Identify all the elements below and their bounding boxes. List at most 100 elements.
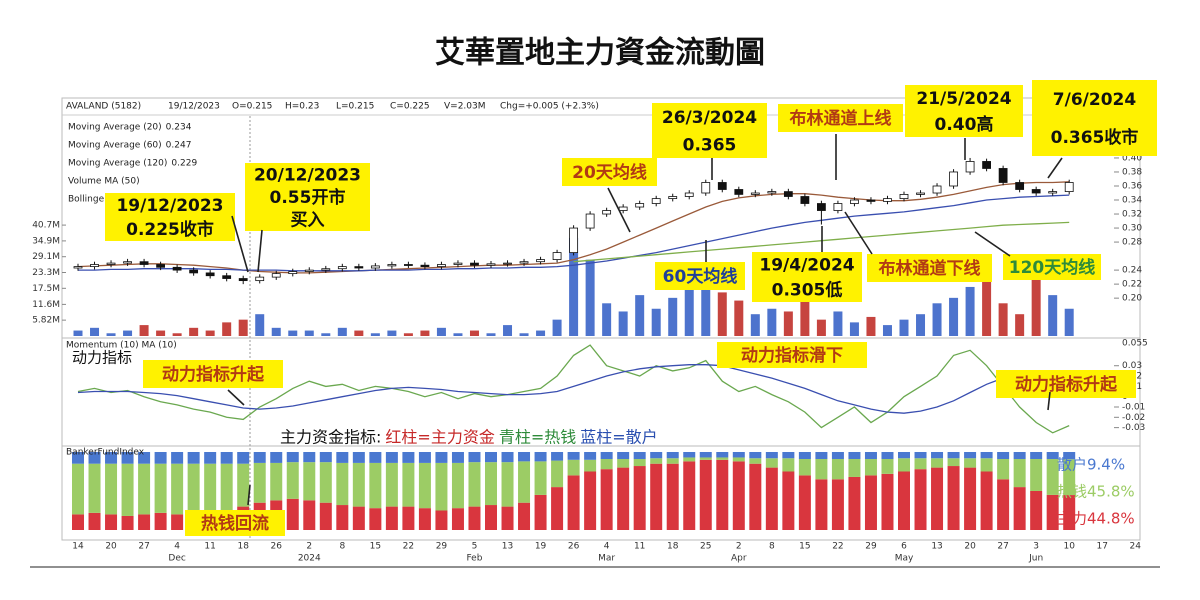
volume-bar (172, 333, 182, 336)
candle-body (569, 227, 578, 253)
fund-segment (699, 457, 712, 460)
candle-body (354, 266, 364, 269)
annotation-box (245, 163, 370, 231)
fund-segment (72, 463, 84, 515)
annotation-text: 动力指标升起 (1015, 374, 1118, 395)
fund-segment (105, 452, 118, 464)
x-tick-label: 20 (105, 542, 117, 552)
fund-segment (435, 510, 448, 530)
fund-segment (154, 463, 167, 513)
fund-segment (831, 479, 844, 530)
fund-segment (650, 458, 663, 464)
annotation-text: 21/5/2024 (916, 89, 1011, 109)
x-tick-label: 5 (472, 542, 478, 552)
fund-segment (534, 452, 547, 462)
fund-segment (138, 463, 151, 515)
annotation: 20天均线 (562, 158, 657, 186)
fund-segment (485, 462, 497, 506)
candle-body (238, 278, 248, 282)
annotation-box (652, 103, 767, 158)
legend-label: 主力44.8% (1057, 510, 1135, 528)
x-tick-label: 22 (832, 542, 843, 552)
candle-body (189, 269, 199, 274)
volume-bar (750, 314, 760, 336)
fund-segment (980, 471, 993, 530)
volume-bar (569, 237, 579, 336)
header-info: V=2.03M (444, 102, 486, 112)
candle-body (486, 263, 496, 266)
fund-segment (749, 463, 762, 530)
fund-segment (1013, 459, 1026, 488)
fund-segment (931, 458, 944, 468)
candle-body (453, 262, 463, 265)
annotation-text: 20/12/2023 (254, 165, 361, 185)
header-info: H=0.23 (285, 102, 319, 112)
volume-bar (519, 333, 529, 336)
x-tick-label: 26 (568, 542, 580, 552)
x-tick-label: 19 (535, 542, 547, 552)
fund-segment (319, 502, 332, 530)
fund-segment (666, 463, 679, 530)
legend-label: Moving Average (120) (68, 159, 167, 169)
volume-bar (833, 311, 843, 336)
x-month-label: Dec (168, 554, 185, 564)
candle-body (337, 266, 347, 270)
fund-segment (997, 452, 1010, 460)
candle-body (932, 185, 942, 194)
x-month-label: May (895, 554, 914, 564)
fund-segment (518, 502, 531, 530)
candle-body (370, 265, 380, 269)
candle-body (684, 192, 694, 197)
annotation-text: 动力指标升起 (162, 364, 265, 385)
candle-body (651, 198, 661, 204)
annotation-text: 60天均线 (663, 266, 738, 287)
y-tick-label: 0.03 (1122, 361, 1142, 371)
fund-segment (633, 459, 646, 467)
x-tick-label: 27 (997, 542, 1008, 552)
candle-body (767, 191, 777, 194)
volume-bar (304, 330, 314, 336)
fund-segment (369, 462, 382, 509)
annotation-box (752, 252, 862, 302)
candle-body (850, 199, 859, 204)
fund-segment (138, 514, 151, 530)
fund-segment (1030, 491, 1043, 530)
x-tick-label: 26 (271, 542, 283, 552)
fund-segment (105, 463, 118, 515)
y-tick-label: 0.24 (1122, 266, 1142, 276)
fund-segment (782, 458, 795, 472)
fund-segment (352, 462, 365, 507)
volume-bar (354, 330, 364, 336)
volume-bar (238, 319, 248, 336)
volume-bar (998, 303, 1008, 336)
fund-segment (551, 487, 564, 530)
annotation-text: 0.365 (683, 135, 737, 155)
fund-segment (716, 457, 729, 460)
momentum-line (77, 364, 1070, 414)
x-tick-label: 8 (769, 542, 775, 552)
fund-segment (435, 462, 448, 511)
volume-bar (916, 314, 926, 336)
fund-segment (286, 452, 299, 463)
fund-segment (1046, 494, 1059, 530)
annotation-text: 买入 (291, 211, 325, 231)
annotation-text: 26/3/2024 (662, 108, 757, 128)
fund-segment (881, 459, 894, 474)
fund-segment (831, 459, 844, 480)
indicator-legend: 青柱=热钱 (499, 428, 576, 447)
y-tick-label: 0.30 (1122, 224, 1142, 234)
fund-segment (385, 506, 398, 530)
fund-segment (567, 475, 580, 530)
candle-body (866, 199, 876, 202)
volume-bar (503, 325, 513, 336)
header-info: C=0.225 (390, 102, 430, 112)
annotation: 19/12/2023 0.225收市 (105, 193, 235, 241)
fund-segment (881, 473, 894, 530)
annotation-text: 动力指标滑下 (741, 345, 843, 366)
candle-body (833, 203, 843, 211)
candle-body (123, 261, 132, 264)
fund-segment (121, 515, 134, 530)
volume-bar (1015, 314, 1025, 336)
annotation-box (717, 342, 867, 368)
volume-bar (1048, 295, 1058, 336)
